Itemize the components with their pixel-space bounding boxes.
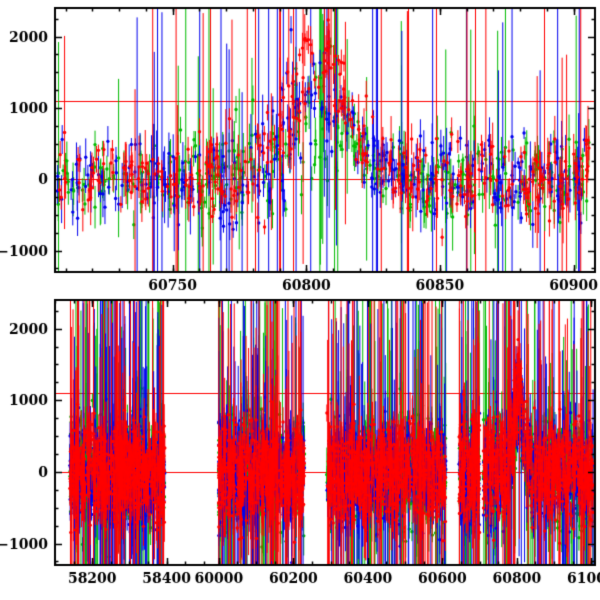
light-curve-figure bbox=[0, 0, 600, 600]
light-curve-figure-canvas bbox=[0, 0, 600, 600]
